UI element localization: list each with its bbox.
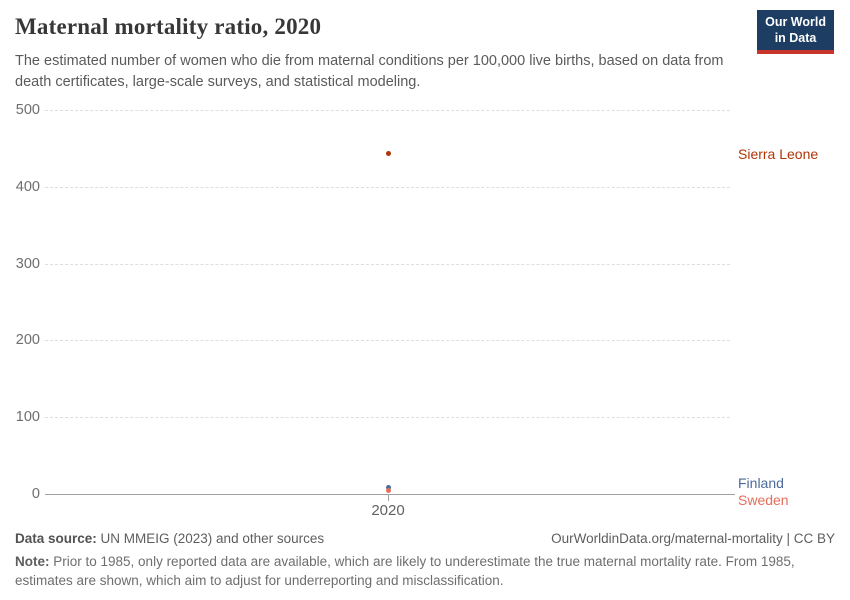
y-axis-tick-label: 200: [15, 332, 40, 349]
y-gridline-0: [45, 494, 735, 495]
y-gridline-400: [45, 186, 730, 188]
footer-note: Note: Prior to 1985, only reported data …: [15, 553, 827, 591]
owid-logo-line1: Our World: [765, 15, 826, 29]
data-point-sierra-leone: [385, 151, 391, 157]
data-point-sweden: [385, 487, 391, 493]
y-axis-tick-label: 500: [15, 102, 40, 118]
y-axis-tick-label: 0: [31, 486, 40, 502]
y-gridline-200: [45, 340, 730, 342]
chart-title: Maternal mortality ratio, 2020: [15, 14, 322, 39]
data-source: Data source: UN MMEIG (2023) and other s…: [15, 531, 324, 546]
owid-logo-line2: in Data: [774, 30, 817, 45]
y-gridline-100: [45, 417, 730, 419]
entity-label-sweden: Sweden: [738, 492, 789, 509]
entity-label-sierra-leone: Sierra Leone: [738, 145, 819, 162]
x-axis-tick-label: 2020: [371, 502, 405, 519]
owid-logo[interactable]: Our World in Data: [757, 10, 834, 55]
data-source-label: Data source:: [15, 531, 97, 546]
y-axis-tick-label: 100: [15, 409, 40, 426]
y-gridline-500: [45, 110, 730, 111]
citation-link[interactable]: OurWorldinData.org/maternal-mortality | …: [551, 531, 835, 546]
chart-subtitle: The estimated number of women who die fr…: [15, 53, 724, 91]
footer-source-row: Data source: UN MMEIG (2023) and other s…: [15, 531, 835, 546]
y-axis-tick-label: 400: [15, 178, 40, 195]
x-axis-tick: [388, 494, 389, 501]
entity-label-finland: Finland: [738, 474, 784, 491]
footer-note-text: Prior to 1985, only reported data are av…: [15, 554, 795, 588]
y-axis-tick-label: 300: [15, 255, 40, 272]
data-source-text: UN MMEIG (2023) and other sources: [96, 531, 325, 546]
footer-note-label: Note:: [15, 554, 50, 569]
y-gridline-300: [45, 263, 730, 265]
